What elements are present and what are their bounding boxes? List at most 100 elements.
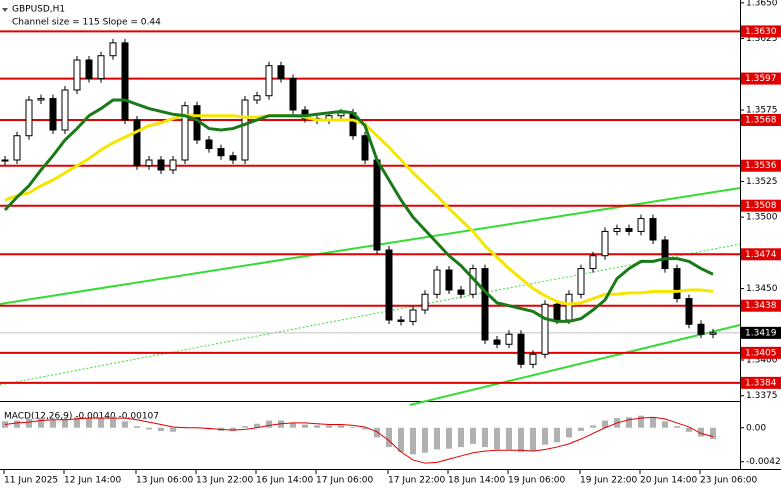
candle (217, 148, 225, 157)
candle (613, 228, 621, 232)
candle (625, 228, 633, 232)
macd-bar (578, 427, 584, 431)
macd-tick-label: -0.00422 (746, 457, 781, 467)
candle (661, 239, 669, 270)
candle (85, 59, 93, 80)
chart-title: GBPUSD,H1 (12, 5, 65, 15)
candle (457, 289, 465, 295)
macd-bar (98, 417, 104, 428)
macd-bar (122, 421, 128, 428)
macd-bar (14, 420, 20, 428)
macd-bar (242, 426, 248, 428)
chart-subtitle: Channel size = 115 Slope = 0.44 (12, 18, 161, 28)
macd-bar (374, 427, 380, 438)
candle (673, 268, 681, 300)
candle (505, 333, 513, 345)
last-price-label: 1.3419 (745, 328, 777, 338)
candle (433, 269, 441, 295)
candle (685, 298, 693, 325)
macd-bar (434, 427, 440, 450)
candle (565, 293, 573, 321)
candle (445, 269, 453, 291)
macd-bar (686, 427, 692, 432)
macd-bar (566, 427, 572, 438)
candle (697, 323, 705, 335)
trend-line (0, 243, 741, 386)
macd-bar (146, 427, 152, 430)
macd-bar (170, 427, 176, 432)
candle (1, 159, 9, 162)
candle (481, 268, 489, 341)
macd-bar (26, 418, 32, 428)
candle (169, 159, 177, 171)
last-price-box (741, 326, 781, 339)
macd-bar (62, 418, 68, 428)
macd-bar (458, 427, 464, 448)
macd-bar (638, 415, 644, 428)
x-tick-label: 23 Jun 06:00 (700, 476, 757, 486)
macd-bar (38, 418, 44, 428)
x-tick-label: 20 Jun 14:00 (640, 476, 697, 486)
candle (337, 112, 345, 117)
candle (409, 309, 417, 322)
candle (25, 99, 33, 137)
level-label-box (741, 199, 781, 212)
macd-bar (362, 427, 368, 430)
candle (49, 98, 57, 131)
macd-bar (266, 420, 272, 428)
macd-bar (494, 427, 500, 450)
candle (601, 230, 609, 257)
macd-bar (422, 427, 428, 453)
macd-bar (158, 427, 164, 431)
macd-bar (290, 422, 296, 428)
macd-bar (350, 426, 356, 428)
level-label-box (741, 248, 781, 261)
level-label: 1.3405 (745, 348, 777, 358)
candle (517, 333, 525, 365)
level-label: 1.3630 (745, 27, 777, 37)
candle (577, 268, 585, 295)
x-tick-label: 19 Jun 22:00 (580, 476, 637, 486)
candle (397, 319, 405, 322)
macd-bar (470, 427, 476, 444)
y-tick-label: 1.3450 (746, 284, 778, 294)
macd-label: MACD(12,26,9) -0.00140 -0.00107 (4, 412, 159, 422)
x-tick-label: 18 Jun 14:00 (448, 476, 505, 486)
candle (97, 55, 105, 80)
candle (265, 65, 273, 97)
macd-bar (674, 426, 680, 428)
candle (589, 255, 597, 270)
y-tick-label: 1.3575 (746, 106, 778, 116)
x-tick-label: 16 Jun 14:00 (256, 476, 313, 486)
candle (145, 159, 153, 167)
level-label-box (741, 346, 781, 359)
macd-bar (554, 427, 560, 443)
x-tick-label: 13 Jun 22:00 (196, 476, 253, 486)
y-tick-label: 1.3525 (746, 177, 778, 187)
level-label-box (741, 72, 781, 85)
candle (133, 119, 141, 167)
level-label-box (741, 299, 781, 312)
candle (241, 99, 249, 161)
candle (709, 332, 717, 335)
level-label: 1.3568 (745, 116, 777, 126)
candle (157, 159, 165, 171)
candle (373, 159, 381, 251)
level-label-box (741, 159, 781, 172)
macd-bar (74, 417, 80, 428)
level-label-box (741, 114, 781, 126)
x-tick-label: 19 Jun 06:00 (508, 476, 565, 486)
candle (385, 249, 393, 321)
macd-bar (662, 421, 668, 428)
level-label: 1.3474 (745, 250, 777, 260)
macd-bar (302, 424, 308, 428)
macd-bar (86, 418, 92, 428)
level-label: 1.3384 (745, 378, 777, 388)
level-label: 1.3597 (745, 74, 777, 84)
candle (253, 95, 261, 101)
macd-bar (50, 419, 56, 428)
macd-bar (314, 425, 320, 428)
candle (421, 293, 429, 311)
